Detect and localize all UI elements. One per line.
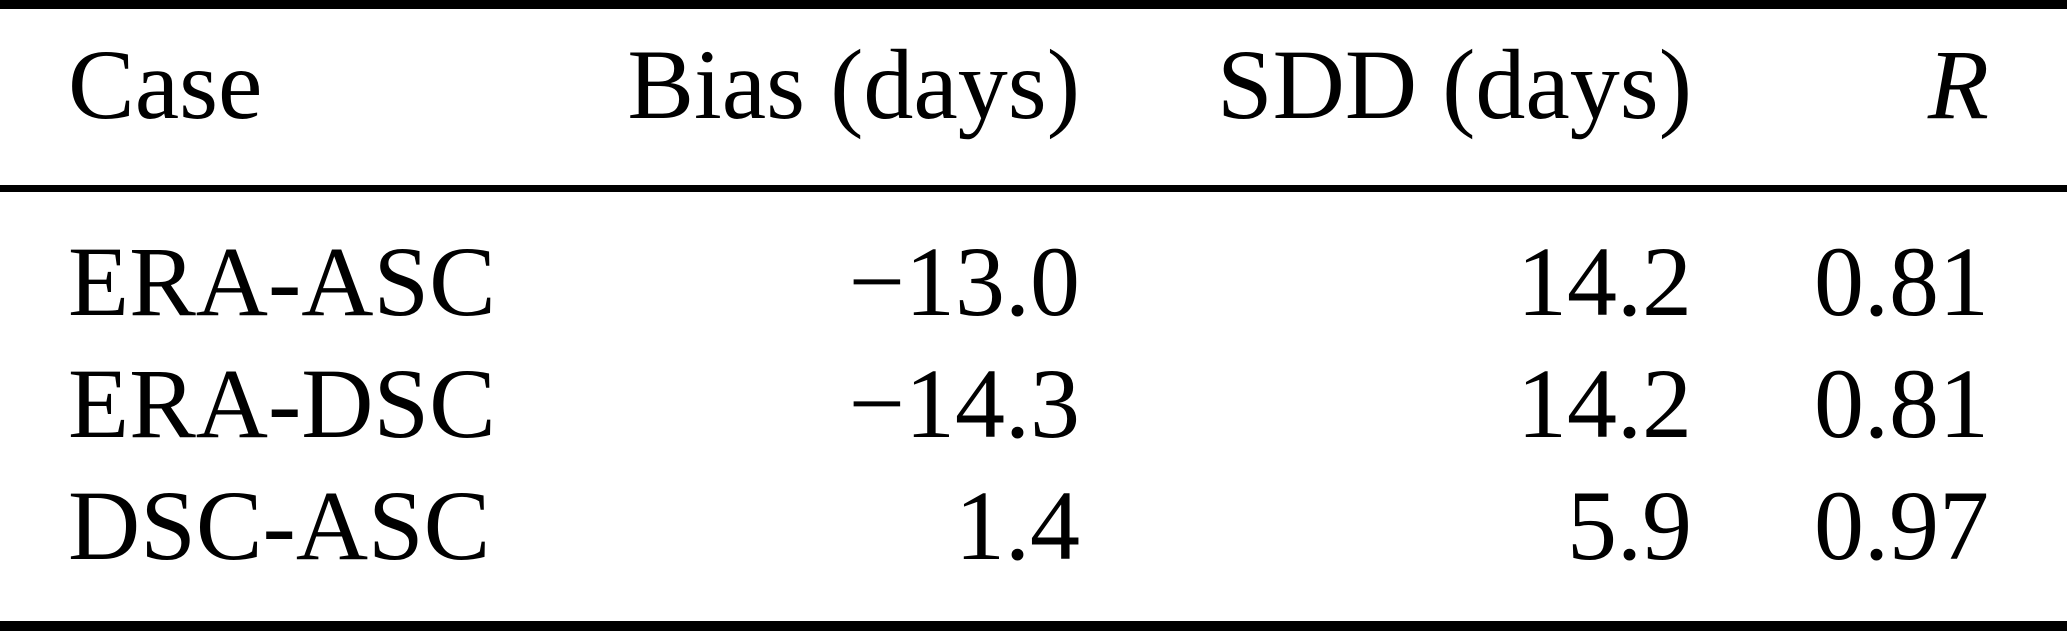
cell-sdd-days: 5.9 — [1567, 470, 1692, 581]
header-bias-days: Bias (days) — [627, 29, 1080, 140]
top-rule — [0, 0, 2067, 9]
cell-bias-days: −14.3 — [848, 348, 1080, 459]
table-row: ERA-DSC −14.3 14.2 0.81 — [0, 343, 2067, 465]
mid-rule — [0, 185, 2067, 192]
cell-sdd-days: 14.2 — [1517, 348, 1692, 459]
table-row: ERA-ASC −13.0 14.2 0.81 — [0, 221, 2067, 343]
table-body: ERA-ASC −13.0 14.2 0.81 ERA-DSC −14.3 14… — [0, 192, 2067, 621]
header-sdd-days: SDD (days) — [1217, 29, 1692, 140]
cell-case: DSC-ASC — [68, 470, 491, 581]
cell-r: 0.81 — [1814, 226, 1989, 337]
bottom-rule — [0, 621, 2067, 631]
cell-bias-days: 1.4 — [955, 470, 1080, 581]
cell-bias-days: −13.0 — [848, 226, 1080, 337]
cell-r: 0.81 — [1814, 348, 1989, 459]
cell-case: ERA-DSC — [68, 348, 496, 459]
header-case: Case — [68, 29, 263, 140]
table-header-row: Case Bias (days) SDD (days) R — [0, 9, 2067, 185]
header-r: R — [1927, 29, 1989, 140]
cell-case: ERA-ASC — [68, 226, 496, 337]
table-row: DSC-ASC 1.4 5.9 0.97 — [0, 465, 2067, 587]
cell-r: 0.97 — [1814, 470, 1989, 581]
cell-sdd-days: 14.2 — [1517, 226, 1692, 337]
